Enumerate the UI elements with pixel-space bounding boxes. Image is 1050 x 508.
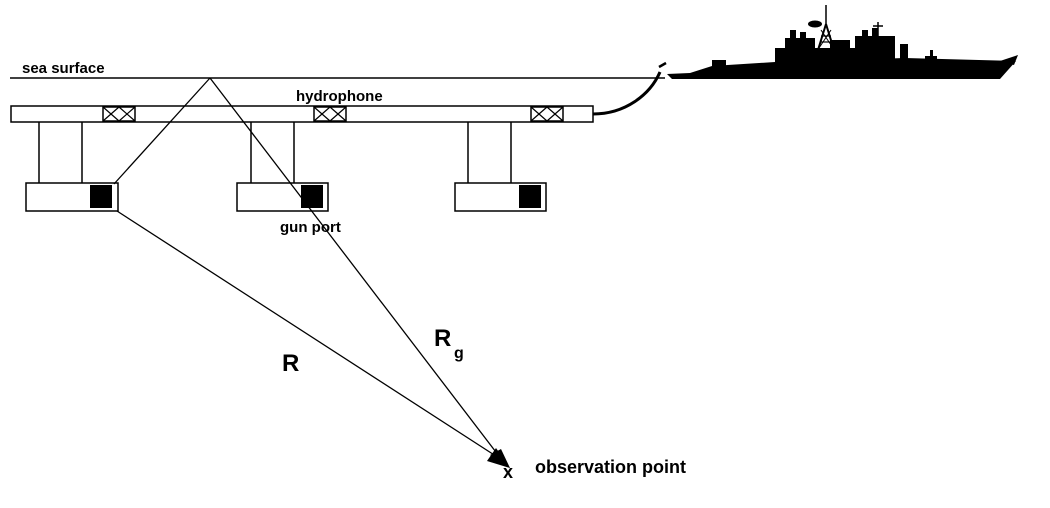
air-gun [236,182,329,212]
hydrophone-label: hydrophone [296,88,383,105]
hydrophone-icon [313,106,347,122]
air-gun [25,182,119,212]
gun-port-label: gun port [280,219,341,236]
range-main-label: R [282,350,299,377]
range-ghost-subscript: g [454,345,464,362]
warship-silhouette-icon [667,28,1018,79]
range-ghost-label: R [434,325,451,352]
observation-point-label: observation point [535,457,686,477]
ghost-ray-down [209,77,503,461]
hydrophone-streamer [10,105,594,123]
hydrophone-icon [530,106,564,122]
tow-cable [592,71,662,116]
tow-cable-tip [658,61,667,69]
ship-mast-icon [817,5,883,51]
gun-port-icon [90,185,112,208]
gun-port-icon [301,185,323,208]
gun-port-icon [519,185,541,208]
ghost-ray-up [113,77,211,185]
direct-ray [116,210,503,461]
radar-dish-icon [808,20,822,28]
air-gun [454,182,547,212]
hydrophone-icon [102,106,136,122]
arrowhead-icon [490,449,510,468]
observation-mark: x [503,462,513,482]
sea-surface-label: sea surface [22,60,105,77]
